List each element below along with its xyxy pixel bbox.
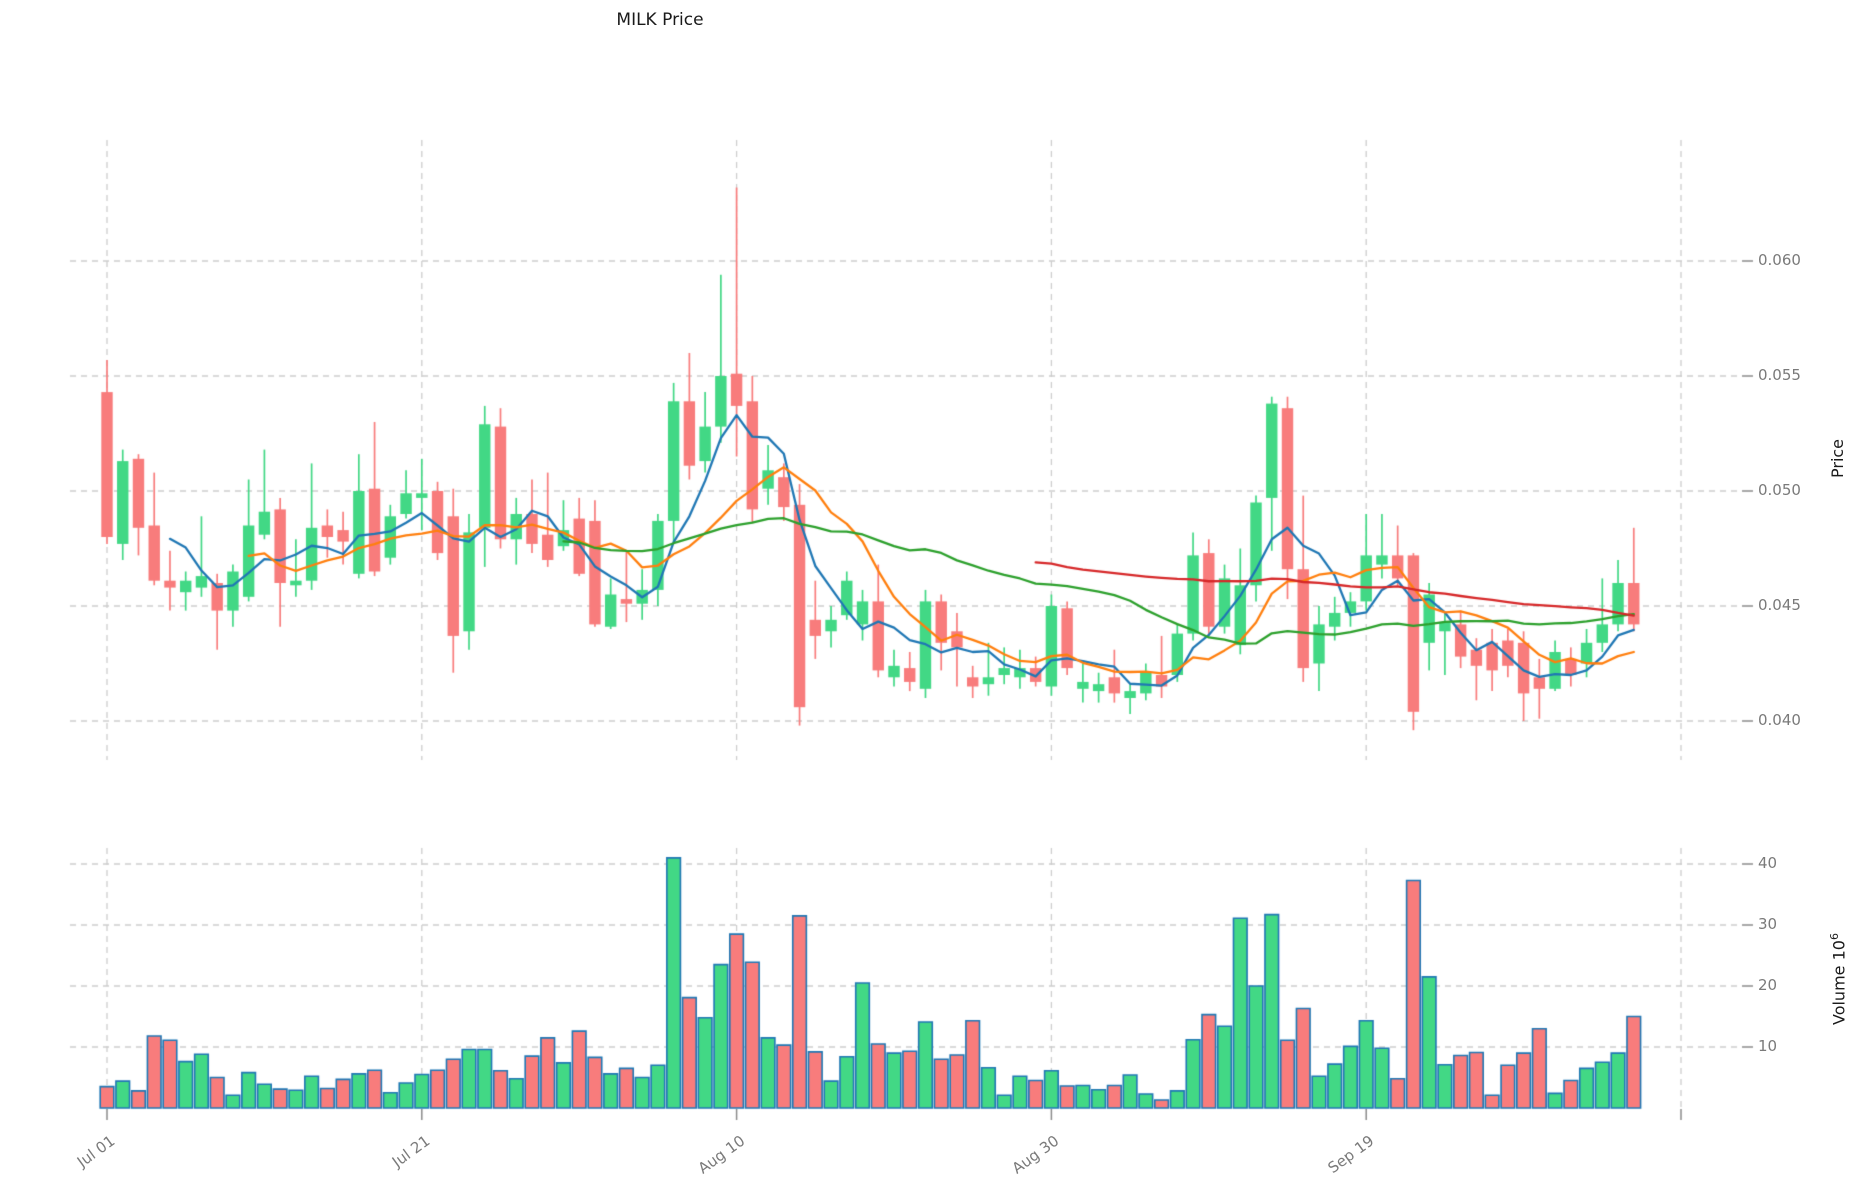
price-axis-tick-label: 0.060 — [1758, 251, 1801, 269]
volume-axis-tick-label: 10 — [1758, 1037, 1778, 1055]
volume-axis-title-text: Volume 10 — [1829, 940, 1849, 1025]
volume-axis-title: Volume 106 — [1828, 933, 1848, 1025]
price-axis-tick-label: 0.040 — [1758, 711, 1801, 729]
price-axis-tick-label: 0.050 — [1758, 481, 1801, 499]
chart-title: MILK Price — [616, 10, 704, 30]
volume-axis-title-exponent: 6 — [1828, 933, 1841, 941]
price-axis-title: Price — [1828, 438, 1847, 478]
volume-axis-tick-label: 40 — [1758, 854, 1778, 872]
price-axis-tick-label: 0.045 — [1758, 596, 1801, 614]
volume-axis-tick-label: 30 — [1758, 915, 1778, 933]
volume-axis-tick-label: 20 — [1758, 976, 1778, 994]
price-axis-tick-label: 0.055 — [1758, 366, 1801, 384]
